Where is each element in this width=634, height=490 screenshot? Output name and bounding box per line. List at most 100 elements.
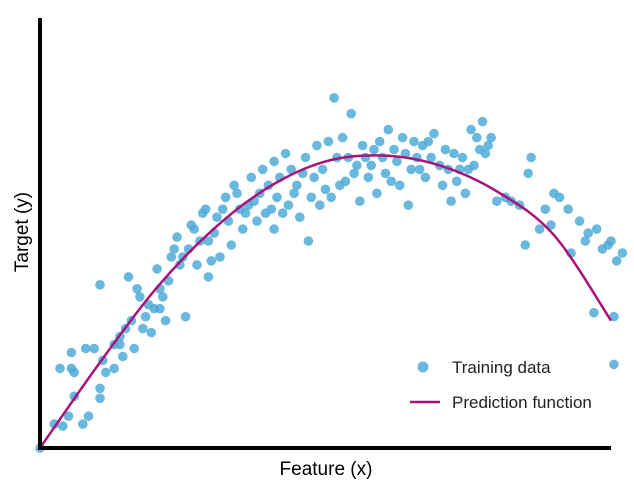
data-point bbox=[540, 204, 551, 214]
data-point bbox=[574, 216, 585, 226]
data-point bbox=[89, 343, 99, 354]
x-axis-label: Feature (x) bbox=[280, 459, 373, 480]
data-point bbox=[352, 160, 362, 171]
data-point bbox=[583, 228, 593, 238]
data-point bbox=[546, 220, 556, 230]
data-point bbox=[363, 172, 374, 183]
data-point bbox=[269, 224, 279, 234]
data-point bbox=[480, 148, 491, 159]
data-point bbox=[386, 176, 397, 187]
data-point bbox=[606, 236, 616, 246]
data-point bbox=[95, 280, 105, 290]
data-point bbox=[158, 292, 168, 302]
data-point bbox=[526, 152, 536, 163]
data-point bbox=[135, 292, 145, 302]
data-point bbox=[369, 144, 379, 155]
data-point bbox=[146, 327, 157, 338]
data-point bbox=[449, 148, 459, 159]
data-point bbox=[215, 252, 225, 262]
data-point bbox=[617, 248, 628, 258]
data-point bbox=[355, 196, 365, 206]
data-point bbox=[58, 421, 68, 431]
data-point bbox=[591, 224, 602, 234]
data-point bbox=[303, 236, 314, 246]
data-point bbox=[138, 323, 148, 334]
data-point bbox=[329, 93, 339, 103]
prediction-line bbox=[38, 154, 613, 449]
data-point bbox=[100, 367, 111, 378]
data-point bbox=[95, 383, 105, 394]
data-point bbox=[132, 284, 142, 294]
data-point bbox=[169, 244, 179, 254]
data-point bbox=[280, 148, 291, 159]
data-point bbox=[457, 152, 468, 163]
data-point bbox=[240, 208, 251, 218]
data-point bbox=[346, 108, 357, 119]
data-point bbox=[226, 240, 237, 250]
data-point bbox=[492, 196, 502, 206]
data-point bbox=[554, 192, 565, 203]
data-point bbox=[309, 172, 319, 183]
data-point bbox=[589, 307, 599, 318]
data-point bbox=[429, 128, 439, 139]
data-point bbox=[83, 411, 94, 422]
data-point bbox=[232, 188, 242, 199]
data-point bbox=[326, 192, 337, 203]
data-point bbox=[166, 252, 177, 262]
data-point bbox=[317, 164, 328, 175]
data-point bbox=[534, 224, 545, 234]
data-point bbox=[611, 256, 622, 266]
data-point bbox=[315, 200, 325, 210]
data-point bbox=[472, 132, 482, 143]
data-point bbox=[140, 311, 151, 322]
data-point bbox=[95, 393, 105, 404]
data-point bbox=[203, 236, 214, 246]
data-point bbox=[175, 260, 185, 270]
data-point bbox=[266, 204, 277, 214]
data-point bbox=[400, 148, 411, 159]
data-point bbox=[394, 180, 405, 191]
data-point bbox=[437, 180, 448, 191]
data-point bbox=[446, 196, 456, 206]
data-point bbox=[477, 116, 488, 127]
data-point bbox=[66, 347, 77, 358]
data-point bbox=[340, 176, 351, 187]
data-point bbox=[460, 188, 471, 199]
data-point bbox=[272, 192, 282, 203]
data-point bbox=[452, 176, 462, 187]
data-point bbox=[295, 212, 305, 222]
data-point bbox=[389, 144, 399, 155]
y-axis-label: Target (y) bbox=[12, 192, 33, 272]
data-point bbox=[306, 192, 317, 203]
data-point bbox=[380, 168, 391, 179]
data-point bbox=[246, 172, 257, 183]
data-point bbox=[269, 156, 279, 167]
data-point bbox=[440, 144, 451, 155]
data-point bbox=[277, 208, 288, 218]
data-point bbox=[609, 359, 619, 370]
data-point bbox=[372, 188, 382, 199]
data-point bbox=[520, 240, 531, 250]
data-point bbox=[397, 132, 408, 143]
data-point bbox=[180, 311, 191, 322]
data-point bbox=[426, 152, 436, 163]
data-point bbox=[374, 136, 385, 147]
data-point bbox=[414, 164, 425, 175]
data-point bbox=[118, 351, 128, 362]
data-point bbox=[403, 200, 414, 210]
data-point bbox=[289, 188, 299, 199]
data-point bbox=[483, 140, 494, 151]
data-point bbox=[300, 152, 311, 163]
data-point bbox=[383, 124, 394, 135]
scatter-points bbox=[35, 93, 628, 453]
data-point bbox=[109, 363, 119, 374]
data-point bbox=[323, 136, 334, 147]
data-point bbox=[189, 224, 199, 234]
data-point bbox=[349, 168, 359, 179]
legend-label-training: Training data bbox=[452, 358, 551, 377]
data-point bbox=[217, 204, 228, 214]
data-point bbox=[366, 160, 377, 171]
data-point bbox=[312, 140, 322, 151]
data-point bbox=[192, 260, 202, 270]
